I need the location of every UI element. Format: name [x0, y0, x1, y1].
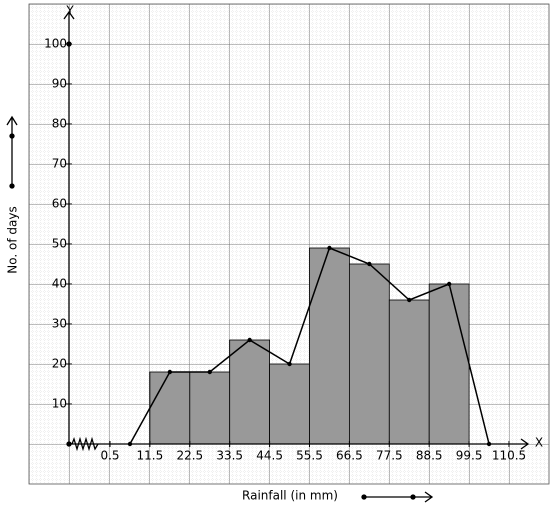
bar — [388, 299, 430, 445]
x-tick-label: 88.5 — [416, 449, 443, 463]
y-tick-label: 60 — [52, 197, 67, 211]
x-tick-label: 77.5 — [376, 449, 403, 463]
x-tick-label: 99.5 — [456, 449, 483, 463]
x-axis-name: X — [535, 436, 543, 450]
polygon-point — [287, 361, 292, 367]
y-tick-label: 30 — [52, 317, 67, 331]
graph-paper — [28, 3, 550, 485]
x-tick-label: 110.5 — [492, 449, 526, 463]
bar — [229, 339, 270, 445]
bar — [149, 371, 191, 445]
bar — [428, 283, 470, 445]
y-tick-label: 90 — [52, 77, 67, 91]
x-tick-label: 11.5 — [137, 449, 164, 463]
y-axis-label: No. of days — [6, 206, 20, 273]
x-tick-label: 66.5 — [336, 449, 363, 463]
polygon-point — [247, 337, 252, 343]
x-tick-label: 44.5 — [256, 449, 283, 463]
y-tick-label: 100 — [44, 37, 67, 51]
x-tick-label: 55.5 — [296, 449, 323, 463]
y-tick-label: 80 — [52, 117, 67, 131]
y-tick-label: 70 — [52, 157, 67, 171]
x-axis-label: Rainfall (in mm) — [242, 489, 338, 503]
y-tick-label: 40 — [52, 277, 67, 291]
bar — [269, 363, 310, 445]
x-tick-label: 22.5 — [176, 449, 203, 463]
polygon-point — [446, 281, 452, 287]
y-tick-label: 10 — [52, 397, 67, 411]
polygon-point — [207, 369, 212, 375]
bar — [309, 247, 350, 445]
x-tick-label: 33.5 — [216, 449, 243, 463]
polygon-point — [327, 245, 332, 251]
frequency-polygon — [129, 247, 490, 445]
x-tick-label: 0.5 — [100, 449, 119, 463]
polygon-point — [167, 369, 173, 375]
y-tick-label: 20 — [52, 357, 67, 371]
bar — [348, 263, 390, 445]
y-tick-label: 50 — [52, 237, 67, 251]
bar — [189, 371, 231, 445]
y-axis-name: Y — [65, 4, 74, 18]
polygon-point — [367, 261, 372, 267]
polygon-point — [407, 297, 412, 303]
